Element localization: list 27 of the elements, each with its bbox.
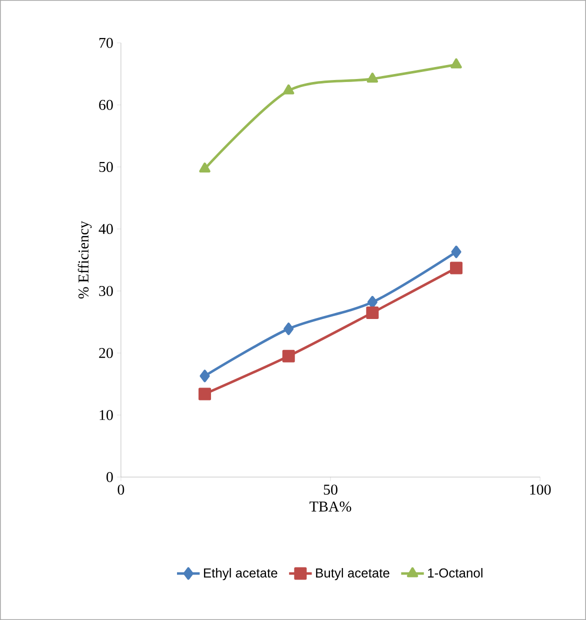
point — [200, 370, 210, 382]
point — [198, 388, 212, 400]
y-tick-label: 30 — [99, 286, 113, 296]
x-tick-label: 50 — [324, 484, 338, 495]
point — [451, 246, 462, 258]
point — [284, 322, 294, 336]
legend-label: Butyl acetate — [316, 568, 390, 580]
point — [450, 262, 463, 274]
point — [199, 162, 210, 173]
point — [366, 72, 378, 83]
legend-label: 1-Octanol — [428, 568, 482, 578]
y-axis-title: % Efficiency — [78, 220, 92, 299]
y-tick-label: 50 — [99, 162, 113, 172]
x-axis-title: TBA% — [310, 502, 352, 512]
y-tick-label: 70 — [99, 38, 113, 48]
point — [366, 306, 379, 319]
y-tick-label: 40 — [98, 224, 113, 234]
y-tick-label: 20 — [99, 348, 113, 358]
point — [283, 84, 294, 94]
y-tick-label: 10 — [100, 410, 113, 420]
y-tick-label: 60 — [99, 100, 113, 110]
point — [282, 350, 295, 362]
point — [450, 58, 462, 68]
x-tick-label: 0 — [118, 484, 124, 495]
legend-label: Ethyl acetate — [204, 568, 278, 580]
y-tick-label: 0 — [106, 472, 113, 482]
x-tick-label: 100 — [530, 484, 551, 495]
